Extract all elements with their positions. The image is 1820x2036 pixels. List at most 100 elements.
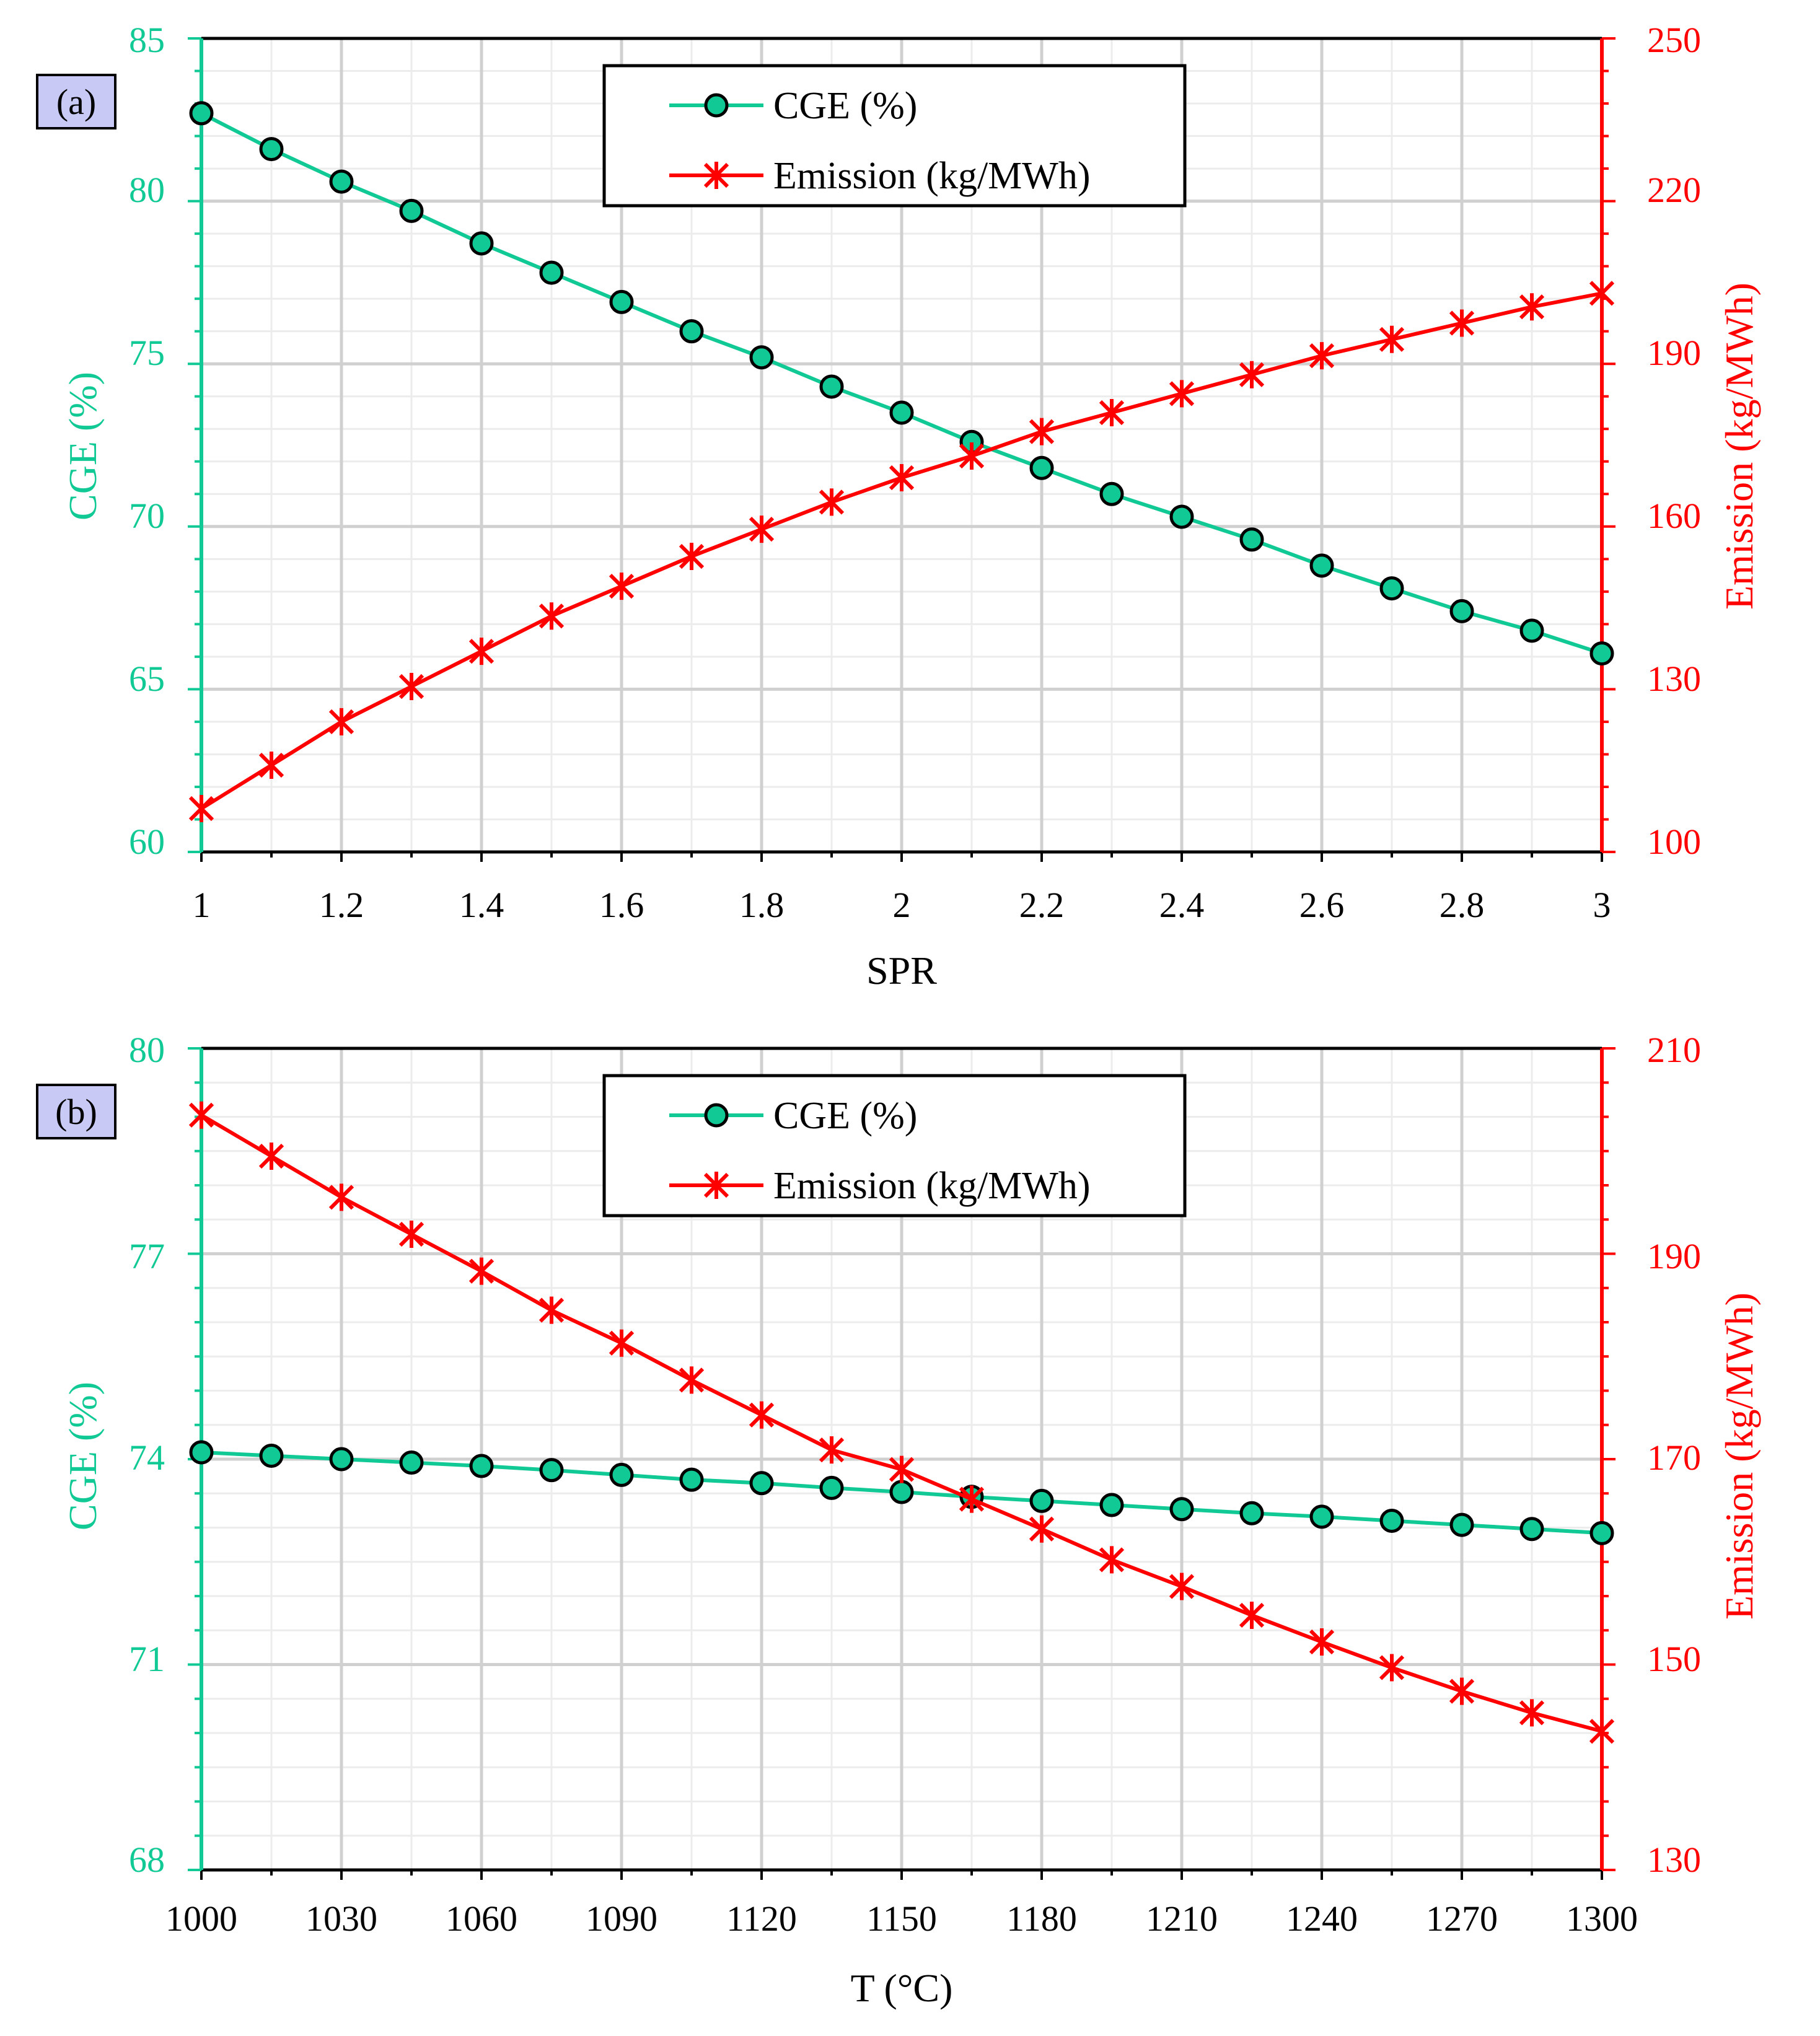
emission-data-point [1239,1601,1265,1629]
cge-data-point [189,1440,214,1465]
cge-data-point [1379,576,1404,601]
legend-emission-label: Emission (kg/MWh) [773,155,1090,197]
cge-data-point [609,1462,634,1487]
cge-data-point [1309,553,1334,578]
legend-a: CGE (%) Emission (kg/MWh) [602,64,1187,208]
emission-data-point [1449,309,1475,337]
legend-emission-marker [703,1172,729,1199]
cge-data-point [329,169,354,194]
cge-data-point [1449,599,1474,623]
emission-data-point [679,1366,705,1394]
cge-data-point [259,137,284,162]
x-tick-label: 2 [893,885,911,925]
x-tick-label: 1060 [446,1898,517,1939]
cge-data-point [679,319,704,344]
emission-data-point [749,516,775,543]
emission-data-point [819,488,845,516]
legend-box [602,1074,1187,1218]
x-tick-label: 1.6 [599,885,644,925]
x-tick-label: 2.8 [1440,885,1485,925]
y-right-tick-label: 170 [1647,1437,1701,1478]
cge-data-point [1589,641,1614,666]
y-right-tick-label: 130 [1647,1840,1701,1880]
cge-data-point [539,260,564,285]
emission-data-point [959,442,985,470]
series-layer-a [188,101,1615,822]
emission-data-point [188,1101,214,1129]
y-right-tick-label: 160 [1647,496,1701,536]
y-right-tick-label: 150 [1647,1639,1701,1679]
x-axis-title: SPR [866,949,937,993]
y-right-axis-title: Emission (kg/MWh) [1717,283,1761,610]
emission-data-point [1309,1628,1335,1656]
plot-frame-a [188,37,1616,862]
cge-data-point [1449,1512,1474,1537]
x-tick-label: 1180 [1006,1898,1077,1939]
y-right-tick-label: 250 [1647,20,1701,60]
cge-data-point [609,289,634,314]
y-left-tick-label: 85 [129,20,165,60]
emission-data-point [398,1221,424,1248]
y-right-tick-label: 190 [1647,333,1701,373]
x-tick-label: 1300 [1566,1898,1638,1939]
series-layer-b [188,1101,1615,1745]
emission-data-point [1589,279,1615,307]
y-left-axis-title: CGE (%) [61,372,105,520]
x-tick-label: 1240 [1286,1898,1358,1939]
panel-tag-box [36,74,116,129]
emission-data-point [1309,342,1335,370]
emission-data-point [749,1401,775,1429]
cge-data-point [1169,1497,1194,1522]
y-right-tick-label: 100 [1647,822,1701,862]
emission-data-point [468,638,495,665]
y-left-tick-label: 60 [129,822,165,862]
emission-data-point [328,1183,354,1211]
emission-data-point [1029,418,1055,445]
cge-data-point [1309,1504,1334,1529]
x-tick-label: 2.2 [1019,885,1065,925]
cge-data-point [1099,1493,1124,1517]
y-left-tick-label: 75 [129,333,165,373]
panel-tag-label: (a) [56,82,96,122]
x-tick-label: 1030 [306,1898,377,1939]
y-left-tick-label: 70 [129,496,165,536]
emission-data-point [328,708,354,735]
x-tick-label: 1.8 [739,885,785,925]
cge-data-point [889,1480,914,1504]
emission-data-point [1169,380,1195,408]
cge-data-point [469,1454,494,1478]
legend-b: CGE (%) Emission (kg/MWh) [602,1074,1187,1218]
emission-data-point [258,1143,284,1170]
x-tick-label: 1000 [165,1898,237,1939]
cge-data-point [749,1471,774,1496]
cge-data-point [889,400,914,425]
emission-data-point [1379,325,1405,353]
cge-data-point [1099,481,1124,506]
cge-data-point [1239,527,1264,552]
cge-data-point [189,101,214,126]
cge-data-point [539,1458,564,1483]
y-left-tick-label: 77 [129,1236,165,1276]
emission-data-point [1519,293,1545,321]
cge-data-point [819,374,844,399]
emission-data-point [679,542,705,570]
y-left-tick-label: 80 [129,1030,165,1070]
x-tick-label: 1 [193,885,211,925]
y-left-tick-label: 65 [129,659,165,699]
legend-box [602,64,1187,208]
cge-data-point [1029,1488,1054,1513]
emission-data-point [258,751,284,779]
x-tick-label: 2.4 [1159,885,1205,925]
x-tick-label: 3 [1593,885,1611,925]
legend-emission-label: Emission (kg/MWh) [773,1165,1090,1207]
x-tick-label: 2.6 [1299,885,1345,925]
emission-data-point [1169,1573,1195,1600]
emission-data-point [1239,361,1265,388]
cge-data-point [819,1475,844,1500]
x-axis-title: T (°C) [851,1966,953,2010]
cge-data-point [679,1467,704,1492]
cge-data-point [1029,455,1054,480]
legend-cge-marker [704,1103,729,1128]
emission-data-point [539,602,565,630]
emission-data-point [468,1257,495,1285]
